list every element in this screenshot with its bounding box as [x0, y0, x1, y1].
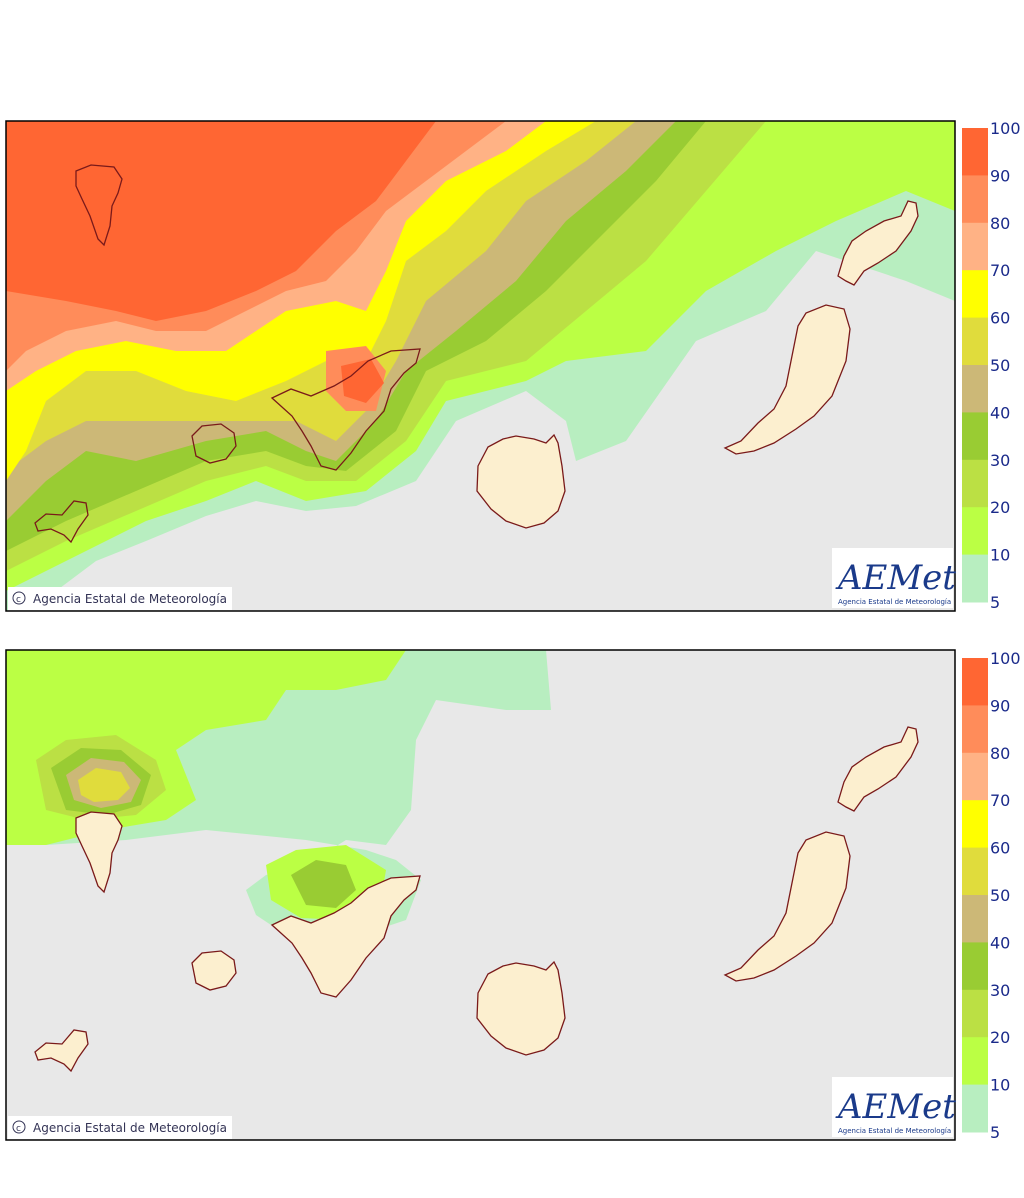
- legend-swatch: [962, 175, 988, 224]
- legend-swatch: [962, 554, 988, 603]
- logo-caption: Agencia Estatal de Meteorología: [838, 598, 951, 606]
- map-panel: c Agencia Estatal de Meteorología AEMet …: [5, 649, 956, 1141]
- legend-swatch: [962, 222, 988, 271]
- legend-label: 30: [990, 981, 1010, 1000]
- legend-swatch: [962, 1037, 988, 1086]
- legend-label: 20: [990, 1028, 1010, 1047]
- legend-label: 80: [990, 744, 1010, 763]
- legend-swatch: [962, 365, 988, 413]
- legend-label: 40: [990, 933, 1010, 952]
- legend-swatch: [962, 942, 988, 991]
- logo: AEMet: [835, 1087, 956, 1127]
- svg-text:c: c: [16, 595, 21, 605]
- legend-swatch: [962, 412, 988, 461]
- map-panel: c Agencia Estatal de Meteorología AEMet …: [5, 120, 956, 612]
- legend-label: 5: [990, 1123, 1000, 1142]
- legend-swatch: [962, 317, 988, 366]
- credit: Agencia Estatal de Meteorología: [33, 1121, 227, 1135]
- legend-swatch: [962, 658, 988, 706]
- legend-swatch: [962, 270, 988, 319]
- legend-swatch: [962, 895, 988, 943]
- logo: AEMet: [835, 558, 956, 598]
- legend-label: 100: [990, 119, 1021, 138]
- legend-label: 50: [990, 356, 1010, 375]
- legend-swatch: [962, 459, 988, 508]
- legend-swatch: [962, 1084, 988, 1133]
- legend-label: 30: [990, 451, 1010, 470]
- logo-caption: Agencia Estatal de Meteorología: [838, 1127, 951, 1135]
- legend-label: 100: [990, 649, 1021, 668]
- legend-swatch: [962, 705, 988, 754]
- legend-label: 80: [990, 214, 1010, 233]
- legend-swatch: [962, 752, 988, 801]
- legend-label: 5: [990, 593, 1000, 612]
- credit: Agencia Estatal de Meteorología: [33, 592, 227, 606]
- svg-text:c: c: [16, 1124, 21, 1134]
- legend-label: 10: [990, 1076, 1010, 1095]
- legend-swatch: [962, 507, 988, 556]
- legend-label: 60: [990, 839, 1010, 858]
- legend-label: 70: [990, 791, 1010, 810]
- legend-label: 40: [990, 403, 1010, 422]
- legend-label: 10: [990, 546, 1010, 565]
- legend-swatch: [962, 128, 988, 176]
- legend-label: 20: [990, 498, 1010, 517]
- legend-label: 50: [990, 886, 1010, 905]
- legend-swatch: [962, 989, 988, 1038]
- legend-swatch: [962, 847, 988, 896]
- legend-swatch: [962, 800, 988, 849]
- legend-label: 70: [990, 261, 1010, 280]
- legend-label: 60: [990, 309, 1010, 328]
- legend-label: 90: [990, 696, 1010, 715]
- legend-label: 90: [990, 166, 1010, 185]
